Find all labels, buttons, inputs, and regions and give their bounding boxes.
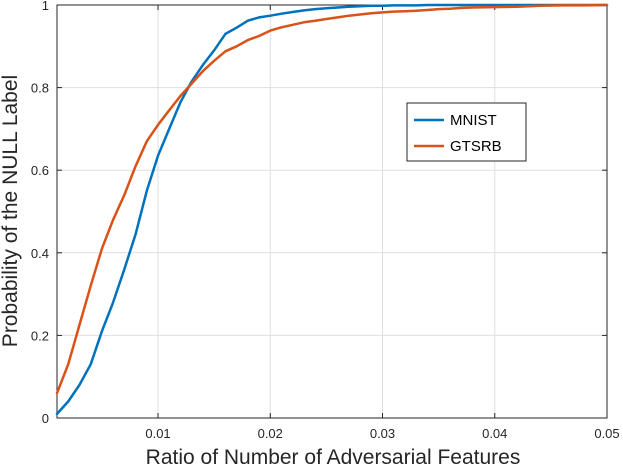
y-tick-label: 0.6	[31, 163, 49, 178]
y-tick-label: 0.4	[31, 246, 49, 261]
x-tick-label: 0.02	[258, 426, 283, 441]
x-axis-label: Ratio of Number of Adversarial Features	[146, 446, 521, 469]
series-line-mnist	[55, 3, 609, 416]
x-tick-label: 0.01	[145, 426, 170, 441]
plot-box	[56, 4, 608, 419]
y-tick-label: 0.8	[31, 81, 49, 96]
y-axis-label: Probability of the NULL Label	[0, 75, 22, 347]
x-tick-label: 0.03	[370, 426, 395, 441]
series-line-gtsrb	[55, 3, 609, 395]
y-tick-label: 0	[42, 411, 49, 426]
x-tick-label: 0.04	[482, 426, 507, 441]
series-layer	[55, 3, 609, 416]
y-tick-label: 0.2	[31, 328, 49, 343]
tick-labels: 0.01 0.02 0.03 0.04 0.05 0 0.2 0.4 0.6 0.8 1	[31, 0, 620, 441]
x-tick-label: 0.05	[594, 426, 619, 441]
y-tick-label: 1	[42, 0, 49, 13]
legend-box	[406, 102, 527, 162]
axes	[56, 4, 608, 419]
legend: MNIST GTSRB	[406, 102, 527, 162]
legend-label-mnist: MNIST	[450, 112, 497, 129]
legend-label-gtsrb: GTSRB	[450, 138, 502, 155]
